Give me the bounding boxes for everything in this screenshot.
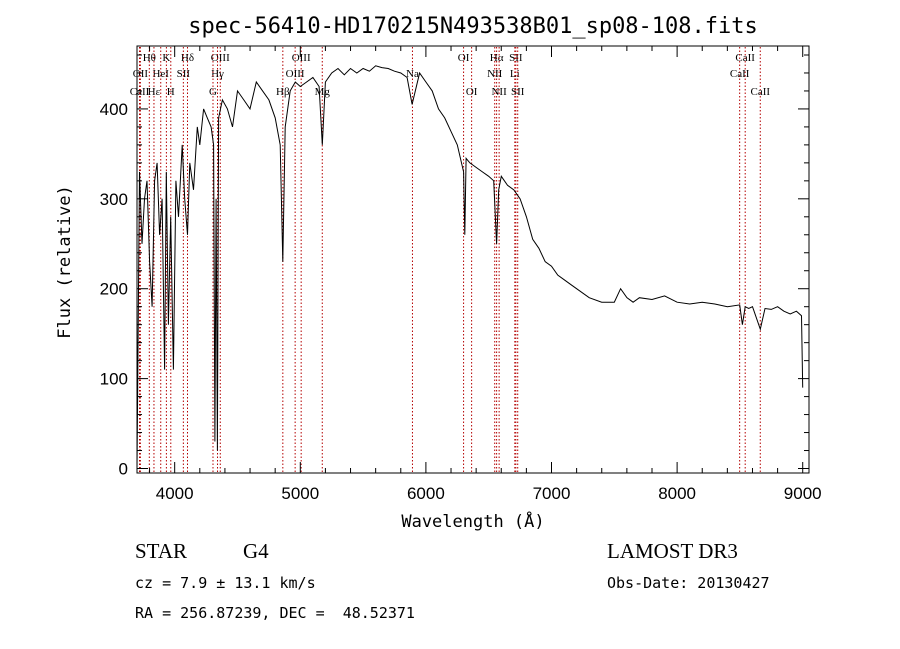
marker-label-18: OI	[466, 86, 478, 98]
marker-label-20: NII	[487, 68, 503, 80]
y-tick-label-1: 100	[100, 370, 128, 389]
marker-label-2: CaII	[130, 86, 150, 98]
axis-ticks: 4000 5000 6000 7000 8000 9000 0 100 200 300 400	[100, 46, 822, 503]
x-tick-label-5: 9000	[784, 484, 822, 503]
marker-label-9: OIII	[211, 52, 230, 64]
y-tick-label-3: 300	[100, 190, 128, 209]
marker-label-14: Hβ	[276, 86, 290, 98]
marker-label-0: Hθ	[143, 52, 156, 64]
marker-label-23: Li	[510, 68, 520, 80]
x-tick-label-2: 6000	[407, 484, 445, 503]
marker-label-15: Mg	[315, 86, 331, 98]
marker-label-26: CaII	[730, 68, 750, 80]
marker-label-16: Na	[406, 68, 419, 80]
chart-title: spec-56410-HD170215N493538B01_sp08-108.f…	[188, 14, 758, 39]
y-tick-label-2: 200	[100, 280, 128, 299]
x-tick-label-1: 5000	[281, 484, 319, 503]
marker-label-7: SII	[177, 68, 191, 80]
marker-label-21: NII	[491, 86, 507, 98]
marker-label-5: Hε	[148, 86, 161, 98]
y-tick-label-0: 0	[119, 460, 128, 479]
marker-label-10: Hγ	[211, 68, 224, 80]
marker-label-6: Hδ	[181, 52, 194, 64]
marker-label-1: OII	[133, 68, 149, 80]
spectrum-chart: spec-56410-HD170215N493538B01_sp08-108.f…	[55, 14, 822, 532]
x-tick-label-0: 4000	[156, 484, 194, 503]
marker-label-19: Hα	[490, 52, 504, 64]
x-tick-label-3: 7000	[533, 484, 571, 503]
marker-label-25: CaII	[735, 52, 755, 64]
y-tick-label-4: 400	[100, 100, 128, 119]
x-axis-label: Wavelength (Å)	[401, 510, 544, 532]
marker-label-24: SII	[511, 86, 525, 98]
marker-label-27: CaII	[750, 86, 770, 98]
redshift-cz: cz = 7.9 ± 13.1 km/s	[135, 574, 316, 592]
sky-coordinates: RA = 256.87239, DEC = 48.52371	[135, 604, 415, 622]
marker-label-13: OIII	[286, 68, 305, 80]
survey-name: LAMOST DR3	[607, 539, 738, 563]
object-class: STAR	[135, 539, 187, 563]
marker-label-11: G	[209, 86, 217, 98]
y-axis-label: Flux (relative)	[55, 185, 75, 339]
marker-label-22: SII	[509, 52, 523, 64]
observation-date: Obs-Date: 20130427	[607, 574, 770, 592]
marker-label-12: OIII	[292, 52, 311, 64]
marker-label-17: OI	[458, 52, 470, 64]
spectral-subclass: G4	[243, 539, 269, 563]
marker-label-3: K	[162, 52, 170, 64]
spectrum-line	[136, 65, 804, 469]
x-tick-label-4: 8000	[658, 484, 696, 503]
marker-label-8: H	[167, 86, 175, 98]
plot-frame	[136, 45, 810, 474]
marker-label-4: HeI	[152, 68, 169, 80]
spectrum-series	[136, 65, 804, 469]
